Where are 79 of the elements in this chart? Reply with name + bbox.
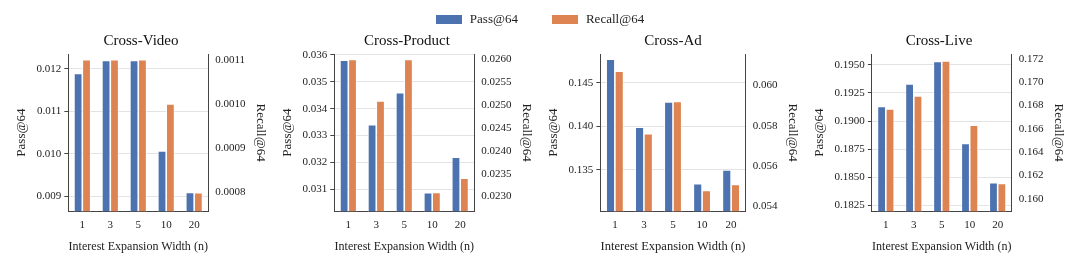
y-axis-title: Pass@64	[545, 108, 561, 157]
x-tick-label: 10	[160, 217, 173, 230]
y-tick-label: 0.011	[37, 104, 62, 117]
x-tick-label: 3	[641, 217, 648, 230]
y-tick-label: 0.036	[302, 47, 328, 60]
x-tick-label: 5	[135, 217, 142, 230]
y2-tick-label: 0.0230	[481, 189, 512, 202]
y2-tick-label: 0.0008	[215, 185, 246, 198]
y2-tick-label: 0.0255	[481, 75, 512, 88]
x-tick-label: 5	[670, 217, 677, 230]
y-tick-label: 0.135	[568, 162, 594, 175]
x-tick-label: 1	[345, 217, 352, 230]
y-tick-label: 0.140	[568, 119, 594, 132]
y2-tick-label: 0.0245	[481, 120, 512, 133]
y2-tick-label: 0.162	[1018, 168, 1044, 181]
x-tick-label: 1	[79, 217, 86, 230]
y-tick-label: 0.034	[302, 101, 328, 114]
y2-axis-title: Recall@64	[253, 103, 269, 163]
legend-label: Recall@64	[585, 11, 645, 27]
x-tick-label: 3	[911, 217, 918, 230]
x-tick-label: 3	[373, 217, 380, 230]
y2-axis-title: Recall@64	[519, 103, 535, 163]
x-axis-title: Interest Expansion Width (n)	[600, 238, 746, 253]
y2-tick-label: 0.166	[1018, 121, 1044, 134]
y-tick-label: 0.1950	[834, 57, 866, 70]
x-tick-label: 5	[401, 217, 408, 230]
chart-title: Cross-Product	[364, 31, 451, 48]
y-tick-label: 0.012	[36, 61, 62, 74]
y2-tick-label: 0.060	[752, 78, 778, 91]
y2-tick-label: 0.0250	[481, 98, 512, 111]
y-tick-label: 0.1875	[834, 142, 866, 154]
x-tick-label: 1	[612, 217, 618, 230]
y-tick-label: 0.031	[302, 182, 328, 195]
x-tick-label: 5	[939, 217, 945, 230]
y2-tick-label: 0.054	[752, 199, 778, 212]
y2-tick-label: 0.168	[1018, 98, 1044, 111]
y-tick-label: 0.010	[36, 146, 62, 159]
x-tick-label: 20	[454, 217, 467, 230]
x-axis-title: Interest Expansion Width (n)	[334, 238, 474, 253]
chart-title: Cross-Video	[103, 31, 179, 48]
x-tick-label: 3	[107, 217, 114, 230]
y-tick-label: 0.035	[302, 74, 328, 87]
y2-tick-label: 0.058	[752, 118, 778, 131]
y2-tick-label: 0.0260	[481, 52, 512, 65]
y-tick-label: 0.009	[36, 189, 62, 202]
y2-tick-label: 0.164	[1018, 144, 1044, 157]
y2-tick-label: 0.170	[1018, 74, 1044, 87]
y-tick-label: 0.1850	[834, 170, 866, 183]
y2-tick-label: 0.0235	[481, 166, 512, 179]
y-tick-label: 0.1900	[834, 113, 866, 126]
y2-tick-label: 0.0009	[215, 141, 246, 154]
y-tick-label: 0.033	[302, 128, 328, 141]
y-tick-label: 0.1825	[834, 198, 866, 211]
x-tick-label: 10	[426, 217, 439, 230]
y-tick-label: 0.145	[568, 75, 594, 88]
chart-title: Cross-Ad	[644, 31, 703, 48]
legend-label: Pass@64	[469, 11, 518, 27]
y-axis-title: Pass@64	[279, 108, 295, 157]
y2-axis-title: Recall@64	[1051, 103, 1067, 163]
y2-axis-title: Recall@64	[785, 103, 801, 163]
x-tick-label: 20	[725, 217, 738, 230]
y2-tick-label: 0.160	[1018, 191, 1044, 204]
y2-tick-label: 0.0010	[215, 96, 246, 109]
x-tick-label: 10	[696, 217, 709, 230]
y-tick-label: 0.1925	[834, 85, 866, 98]
x-tick-label: 20	[992, 217, 1004, 230]
x-axis-title: Interest Expansion Width (n)	[872, 238, 1012, 253]
y2-tick-label: 0.056	[752, 159, 778, 172]
chart-title: Cross-Live	[905, 31, 973, 48]
y2-tick-label: 0.172	[1018, 51, 1044, 64]
y-tick-label: 0.032	[302, 155, 328, 168]
y-axis-title: Pass@64	[13, 108, 29, 157]
x-tick-label: 1	[883, 217, 889, 230]
y-axis-title: Pass@64	[811, 108, 827, 157]
x-tick-label: 10	[964, 217, 976, 230]
y2-tick-label: 0.0011	[215, 52, 245, 65]
x-tick-label: 20	[188, 217, 201, 230]
x-axis-title: Interest Expansion Width (n)	[68, 238, 208, 253]
y2-tick-label: 0.0240	[481, 143, 512, 156]
